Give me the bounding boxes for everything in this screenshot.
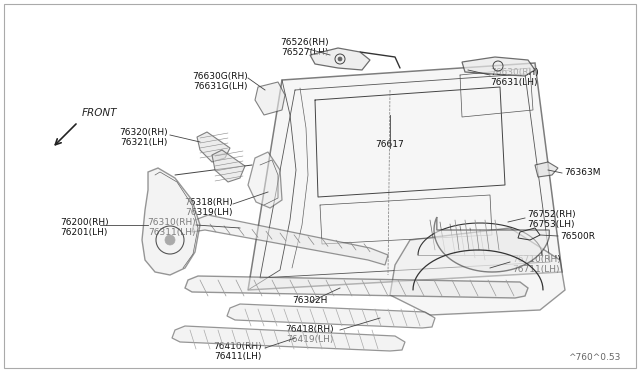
Polygon shape: [142, 168, 200, 275]
Polygon shape: [434, 217, 549, 272]
Polygon shape: [197, 132, 230, 162]
Text: ^760^0.53: ^760^0.53: [568, 353, 620, 362]
Polygon shape: [390, 228, 565, 315]
Polygon shape: [212, 150, 245, 182]
Polygon shape: [248, 63, 562, 290]
Text: 76320(RH)
76321(LH): 76320(RH) 76321(LH): [120, 128, 168, 147]
Polygon shape: [462, 57, 535, 76]
Circle shape: [338, 57, 342, 61]
Polygon shape: [255, 82, 285, 115]
Text: FRONT: FRONT: [82, 108, 118, 118]
Polygon shape: [248, 152, 282, 208]
Text: 76302H: 76302H: [292, 296, 328, 305]
Text: 76310(RH)
76311(LH): 76310(RH) 76311(LH): [147, 218, 196, 237]
Polygon shape: [535, 162, 558, 177]
Circle shape: [165, 235, 175, 245]
Text: 76630(RH)
76631(LH): 76630(RH) 76631(LH): [490, 68, 539, 87]
Text: 76710(RH)
76711(LH): 76710(RH) 76711(LH): [512, 255, 561, 275]
Text: 76617: 76617: [376, 140, 404, 149]
Polygon shape: [310, 48, 370, 70]
Text: 76200(RH)
76201(LH): 76200(RH) 76201(LH): [60, 218, 109, 237]
Polygon shape: [192, 215, 388, 265]
Text: 76318(RH)
76319(LH): 76318(RH) 76319(LH): [184, 198, 233, 217]
Polygon shape: [227, 304, 435, 328]
Text: 76418(RH)
76419(LH): 76418(RH) 76419(LH): [285, 325, 334, 344]
Text: 76526(RH)
76527(LH): 76526(RH) 76527(LH): [281, 38, 330, 57]
Text: 76363M: 76363M: [564, 168, 600, 177]
Text: 76410(RH)
76411(LH): 76410(RH) 76411(LH): [214, 342, 262, 362]
Text: 76630G(RH)
76631G(LH): 76630G(RH) 76631G(LH): [192, 72, 248, 92]
Text: 76500R: 76500R: [560, 232, 595, 241]
Polygon shape: [172, 326, 405, 351]
Polygon shape: [185, 276, 528, 298]
Text: 76752(RH)
76753(LH): 76752(RH) 76753(LH): [527, 210, 575, 230]
